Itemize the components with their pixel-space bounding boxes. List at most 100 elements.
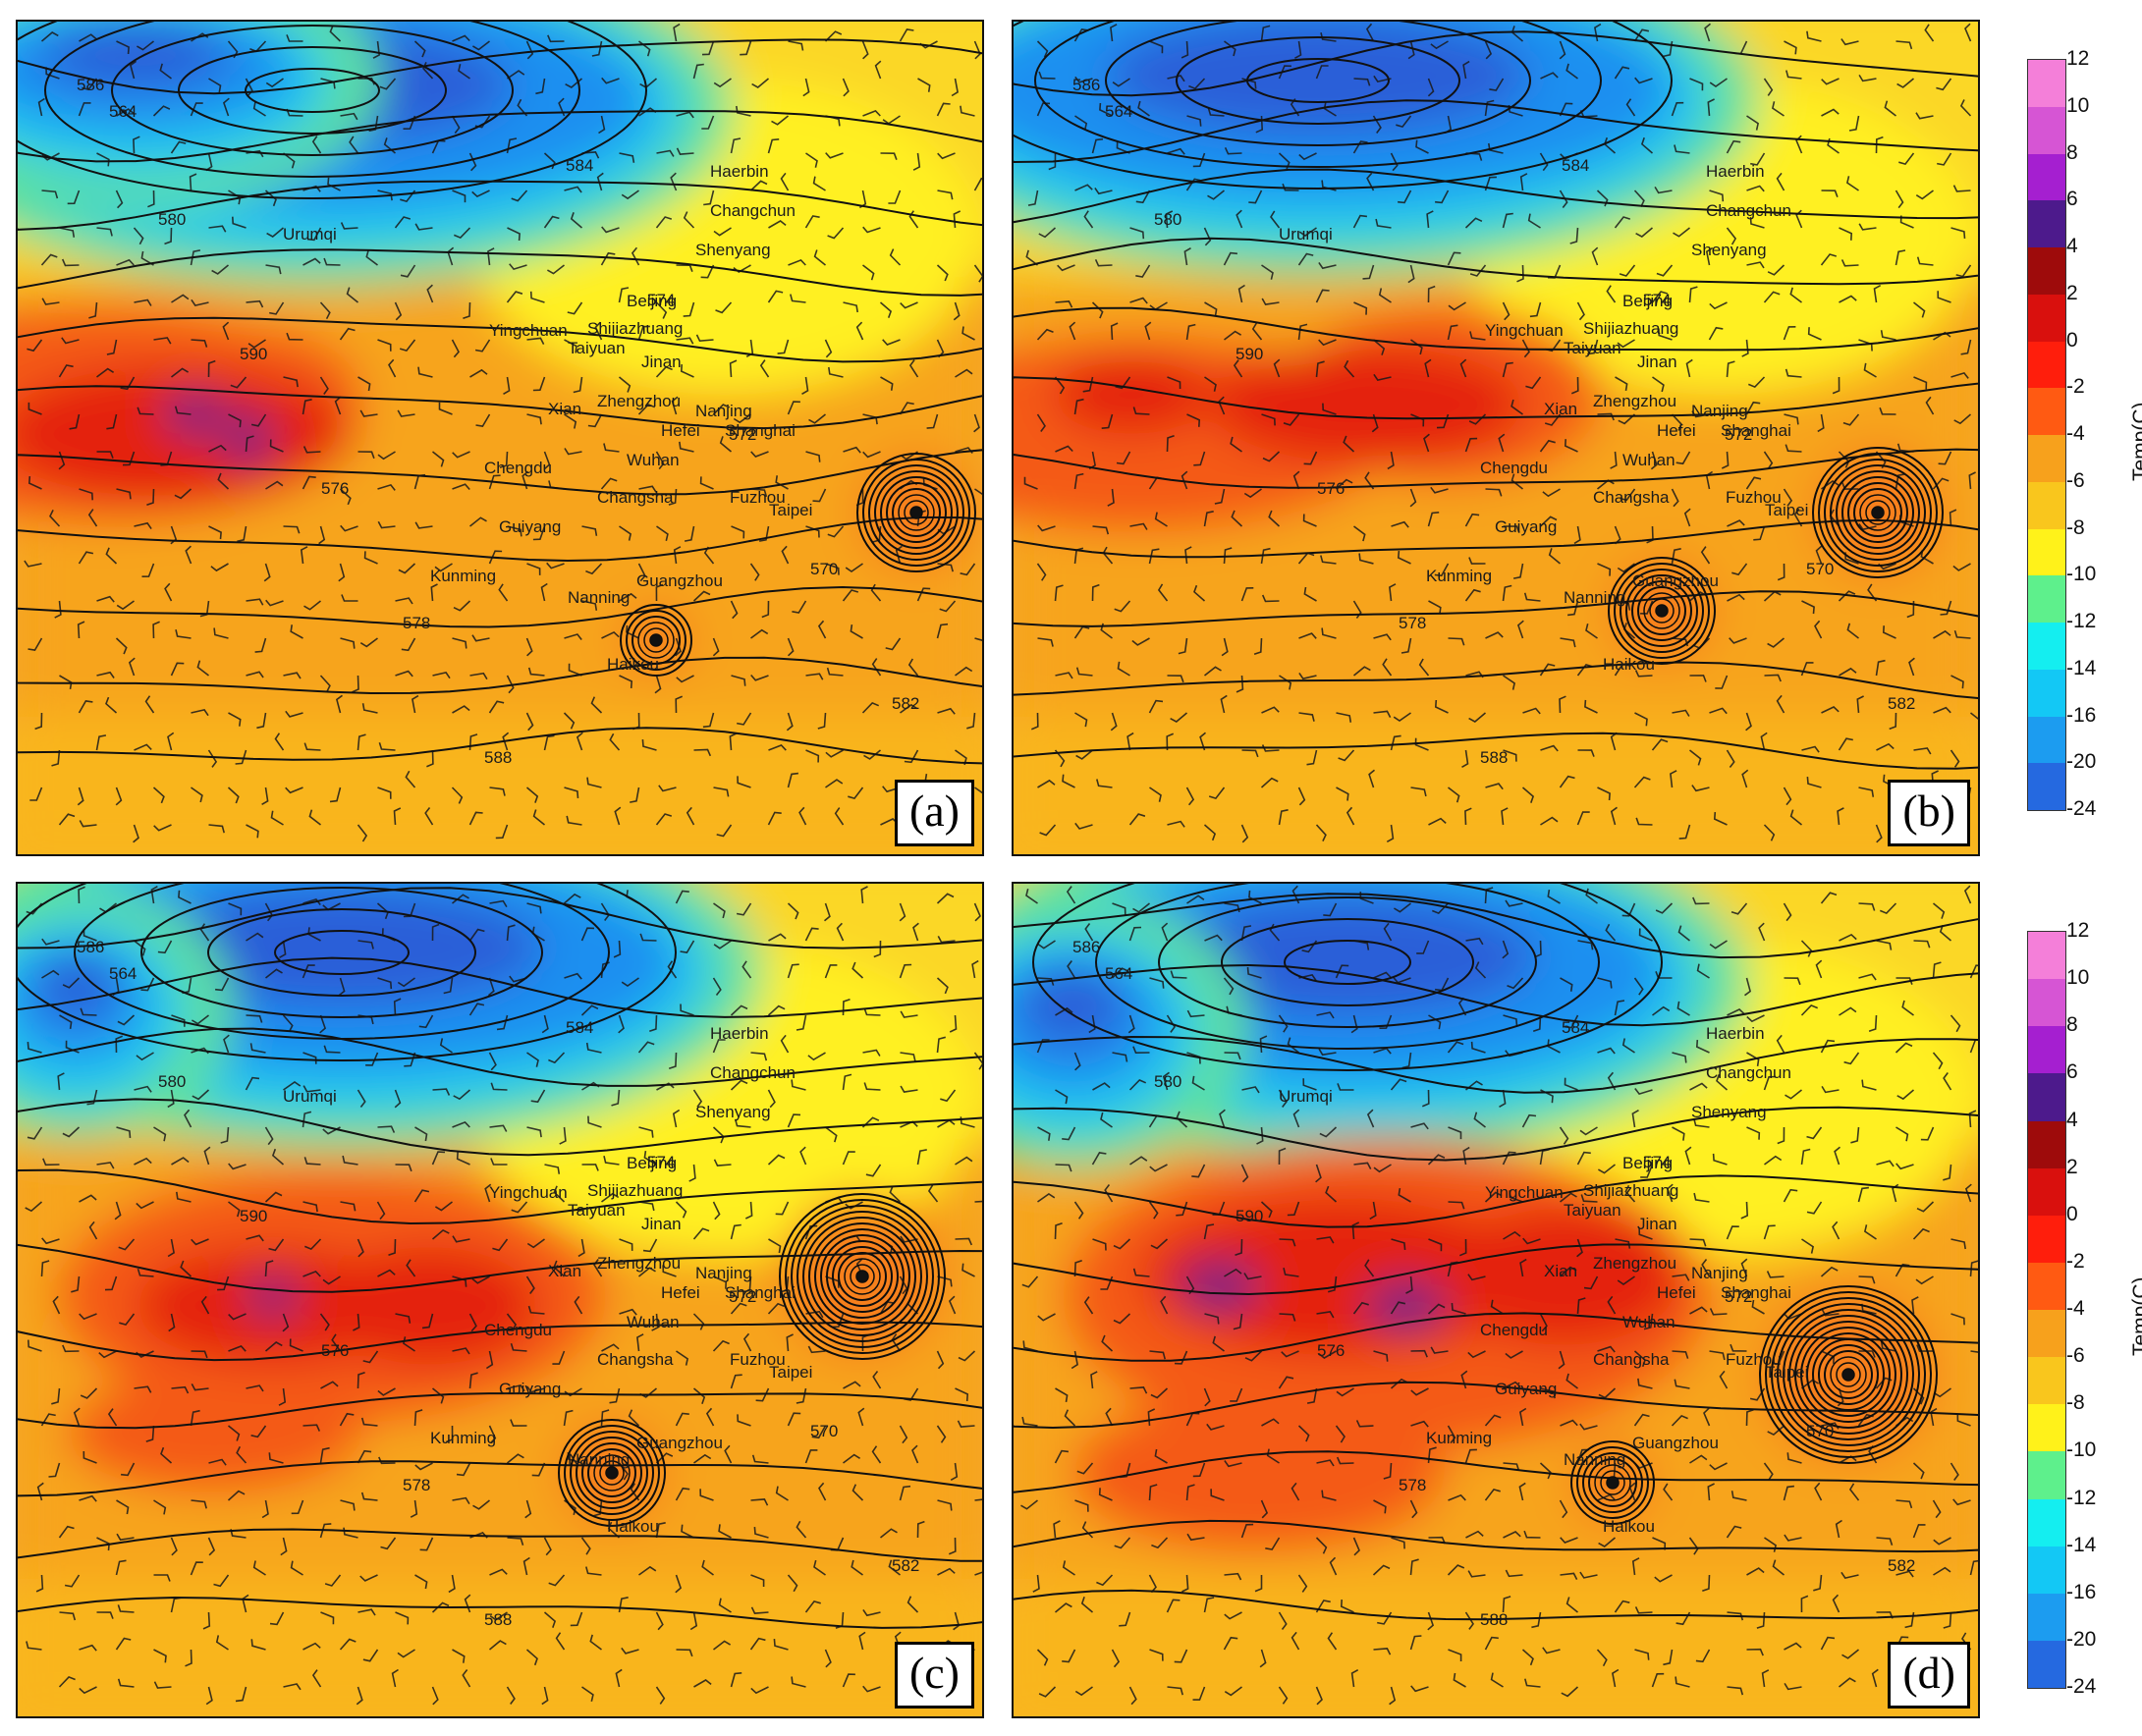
city-label: Yingchuan [1485, 1183, 1564, 1202]
city-label: Guiyang [499, 517, 561, 536]
city-label: Guangzhou [636, 1434, 723, 1452]
map-canvas: 586 580 590 576 578 588 584 574 572 570 582 564 Urum… [1014, 884, 1978, 1716]
contour-label: 570 [810, 560, 838, 578]
contour-label: 580 [1154, 1072, 1181, 1091]
contour-label: 576 [1317, 1341, 1345, 1360]
contour-label: 572 [729, 425, 756, 444]
typhoon-contours [1608, 447, 1944, 665]
colorbar-tick-label: 12 [2066, 919, 2090, 942]
colorbar-segment [2028, 1546, 2065, 1594]
city-label: Taiyuan [1564, 339, 1621, 357]
city-label: Kunming [1426, 567, 1492, 585]
colorbar-segment [2028, 1215, 2065, 1263]
city-labels: Urumqi Haerbin Changchun Shenyang Beijing Yin… [283, 1024, 812, 1536]
contour-label: 590 [240, 1207, 267, 1225]
colorbar-segment [2028, 1593, 2065, 1641]
panel-label: (c) [894, 1642, 974, 1709]
colorbar-tick-label: -12 [2066, 610, 2097, 632]
colorbar-tick-label: -16 [2066, 1580, 2097, 1603]
contour-label: 580 [1154, 210, 1181, 229]
contour-label: 572 [729, 1287, 756, 1306]
city-label: Haikou [607, 1517, 659, 1536]
colorbar-tick-label: -4 [2066, 422, 2085, 445]
colorbar-segment [2028, 763, 2065, 810]
contour-label: 590 [1236, 345, 1263, 363]
colorbar-tick-label: -4 [2066, 1297, 2085, 1320]
city-label: Fuzhou [730, 488, 786, 507]
contour-label: 586 [1072, 938, 1100, 956]
contour-label: 584 [1562, 156, 1589, 175]
contour-label: 574 [1643, 1153, 1671, 1171]
city-label: Nanjing [1691, 1264, 1748, 1282]
city-label: Guiyang [1495, 1380, 1557, 1398]
colorbar-tick-label: 10 [2066, 966, 2090, 990]
colorbar-tick-label: -8 [2066, 515, 2085, 539]
colorbar-title: Temp(C) [2129, 1276, 2142, 1356]
contour-label: 570 [1806, 1422, 1834, 1440]
contour-label: 564 [109, 102, 137, 121]
city-label: Shijiazhuang [587, 1181, 683, 1200]
city-label: Nanning [1564, 588, 1625, 607]
colorbar-segment [2028, 388, 2065, 435]
city-label: Taipei [769, 501, 812, 519]
city-label: Taiyuan [1564, 1201, 1621, 1220]
colorbar-tick-label: 4 [2066, 235, 2078, 257]
city-labels: Urumqi Haerbin Changchun Shenyang Beijing Yin… [283, 162, 812, 674]
city-label: Shanghai [1721, 421, 1791, 440]
city-label: Jinan [641, 353, 682, 371]
city-label: Xian [548, 400, 581, 418]
contour-labels: 586 580 590 576 578 588 584 574 572 570 582 564 [1072, 938, 1915, 1629]
map-panel-d: 586 580 590 576 578 588 584 574 572 570 582 564 Urum… [1012, 882, 1980, 1718]
colorbar-segment [2028, 435, 2065, 482]
colorbar-segment [2028, 716, 2065, 764]
colorbar-segment [2028, 60, 2065, 107]
city-label: Guiyang [1495, 517, 1557, 536]
wind-barbs [25, 886, 982, 1706]
colorbar-segment [2028, 153, 2065, 201]
city-label: Chengdu [484, 459, 552, 477]
contour-label: 590 [1236, 1207, 1263, 1225]
contour-labels: 586 580 590 576 578 588 584 574 572 570 582 564 [77, 938, 919, 1629]
colorbar-tick-label: -6 [2066, 1344, 2085, 1368]
colorbar-segment [2028, 575, 2065, 623]
colorbar-segment [2028, 979, 2065, 1027]
height-contours [18, 884, 982, 1629]
city-label: Changsha [1593, 488, 1670, 507]
contour-label: 578 [1399, 614, 1426, 632]
city-label: Zhengzhou [1593, 1254, 1676, 1273]
colorbar-tick-label: 2 [2066, 1155, 2078, 1178]
city-label: Yingchuan [1485, 321, 1564, 340]
city-label: Nanjing [695, 402, 752, 420]
city-label: Hefei [1657, 421, 1696, 440]
city-label: Urumqi [1279, 225, 1333, 244]
map-canvas: 586 580 590 576 578 588 584 574 572 570 582 564 Urum… [18, 884, 982, 1716]
contour-label: 572 [1725, 1287, 1752, 1306]
city-label: Shenyang [1691, 1103, 1767, 1121]
panel-label: (b) [1888, 780, 1970, 846]
city-label: Taipei [1765, 1363, 1808, 1382]
colorbar-tick-label: -10 [2066, 1438, 2097, 1462]
colorbar-segment [2028, 932, 2065, 980]
city-label: Changchun [710, 1063, 796, 1082]
city-label: Chengdu [1480, 459, 1548, 477]
city-label: Hefei [1657, 1283, 1696, 1302]
city-label: Wuhan [1622, 451, 1675, 469]
colorbar-segment [2028, 1120, 2065, 1168]
city-label: Shenyang [695, 241, 771, 259]
contour-label: 582 [1888, 694, 1915, 713]
contour-label: 580 [158, 1072, 186, 1091]
contour-label: 582 [1888, 1556, 1915, 1575]
colorbar-tick-label: 12 [2066, 47, 2090, 70]
city-label: Jinan [641, 1215, 682, 1233]
city-labels: Urumqi Haerbin Changchun Shenyang Beijing Yin… [1279, 1024, 1808, 1536]
city-label: Chengdu [1480, 1321, 1548, 1339]
colorbar-tick-label: -24 [2066, 797, 2097, 820]
city-label: Shenyang [695, 1103, 771, 1121]
contour-label: 564 [1105, 964, 1132, 983]
city-label: Shenyang [1691, 241, 1767, 259]
contour-label: 588 [484, 1610, 512, 1629]
city-label: Urumqi [283, 1087, 337, 1106]
city-label: Shanghai [1721, 1283, 1791, 1302]
city-label: Hefei [661, 1283, 700, 1302]
map-panel-c: 586 580 590 576 578 588 584 574 572 570 582 564 Urum… [16, 882, 984, 1718]
